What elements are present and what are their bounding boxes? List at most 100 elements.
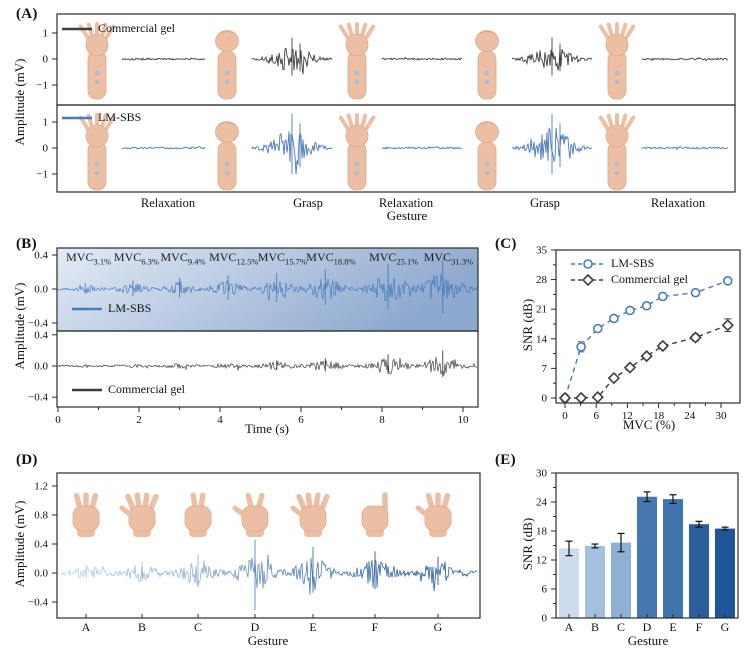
commercial-gel-data-point xyxy=(574,391,588,405)
panel-c-x-axis-title: MVC (%) xyxy=(622,417,676,432)
snr-bar-e xyxy=(663,499,683,618)
commercial-gel-dashed-diamond-swatch xyxy=(571,273,605,286)
lm-sbs-data-point xyxy=(592,323,603,334)
tick-label: A xyxy=(82,620,91,634)
tick-label: F xyxy=(372,620,379,634)
mvc-level-label-3: MVC12.5% xyxy=(209,250,259,267)
tick-label: A xyxy=(565,620,574,634)
panel-d-x-axis-title: Gesture xyxy=(247,633,289,648)
mvc-level-label-7: MVC31.3% xyxy=(423,250,474,267)
tick-label: E xyxy=(669,620,676,634)
snr-bar-b xyxy=(585,546,605,618)
commercial-gel-line-swatch xyxy=(62,27,92,30)
arm-fist-hand-photo-top-1 xyxy=(215,30,239,100)
tick-label: B xyxy=(138,620,146,634)
lm-sbs-line-swatch xyxy=(62,116,92,119)
tick-label: 0.4 xyxy=(34,250,48,262)
panel-a-legend-commercial-gel: Commercial gel xyxy=(62,21,175,36)
lm-sbs-data-point xyxy=(625,305,635,316)
commercial-gel-legend-text-b: Commercial gel xyxy=(108,382,185,396)
commercial-gel-data-point xyxy=(558,391,572,405)
tick-label: 18 xyxy=(653,410,665,422)
snr-bar-a xyxy=(559,548,579,618)
tick-label: 1.2 xyxy=(34,481,48,493)
tick-label: 24 xyxy=(536,497,548,509)
tick-label: 0.0 xyxy=(34,361,48,373)
arm-open-hand-photo-top-4 xyxy=(598,22,636,100)
mvc-level-label-1: MVC6.3% xyxy=(113,250,159,267)
tick-label: 8 xyxy=(379,414,385,426)
tick-label: 0 xyxy=(542,613,548,625)
lm-sbs-data-point xyxy=(657,291,668,302)
tick-label: 0.0 xyxy=(34,284,48,296)
commercial-gel-data-point xyxy=(656,339,669,353)
lm-sbs-data-point xyxy=(722,276,733,286)
panel-a-label: (A) xyxy=(16,6,38,22)
tick-label: 24 xyxy=(684,410,696,422)
arm-open-hand-photo-top-0 xyxy=(78,22,116,100)
commercial-gel-legend-text-c: Commercial gel xyxy=(611,272,688,286)
tick-label: 7 xyxy=(542,363,548,375)
tick-label: 0.8 xyxy=(34,510,48,522)
snr-bar-c xyxy=(611,542,631,618)
tick-label: C xyxy=(194,620,202,634)
tick-label: 18 xyxy=(536,526,548,538)
commercial-gel-data-point xyxy=(591,391,604,404)
gesture-sequence-label-4: Relaxation xyxy=(650,196,706,210)
panel-b-legend-lm-sbs: LM-SBS xyxy=(72,301,151,316)
gesture-b-hand-photo xyxy=(119,492,159,537)
snr-bar-d xyxy=(637,496,657,618)
panel-b-plot: 0.4 0.4 0.0 0.0 −0.4 −0.4 0 2 4 6 8 10 xyxy=(28,247,479,426)
tick-label: 6 xyxy=(542,584,548,596)
panel-c-label: (C) xyxy=(495,236,517,252)
panel-e-x-axis-title: Gesture xyxy=(627,633,669,648)
panel-a-legend-lm-sbs: LM-SBS xyxy=(62,110,141,125)
tick-label: 0 xyxy=(55,414,61,426)
gesture-sequence-label-2: Relaxation xyxy=(378,196,434,210)
tick-label: 21 xyxy=(536,304,547,316)
commercial-gel-data-point xyxy=(607,371,621,385)
lm-sbs-data-point xyxy=(609,313,619,324)
panel-a-x-axis-title: Gesture xyxy=(386,208,428,223)
tick-label: 0 xyxy=(43,143,49,155)
tick-label: −1 xyxy=(36,80,48,92)
tick-label: 14 xyxy=(536,333,548,345)
mvc-level-label-2: MVC9.4% xyxy=(160,250,206,267)
gesture-e-hand-photo xyxy=(290,492,330,537)
tick-label: 1 xyxy=(43,117,49,129)
commercial-gel-legend-text: Commercial gel xyxy=(98,21,175,35)
tick-label: 12 xyxy=(536,555,547,567)
tick-label: 1 xyxy=(43,28,49,40)
panel-c-plot: 0 6 12 18 24 30 0 7 14 21 28 35 xyxy=(536,244,741,422)
tick-label: 30 xyxy=(536,468,548,480)
gesture-a-hand-photo xyxy=(72,492,100,537)
lm-sbs-line-swatch-b xyxy=(72,307,102,310)
arm-open-hand-photo-bottom-0 xyxy=(78,113,116,191)
tick-label: 12 xyxy=(622,410,633,422)
gesture-c-hand-photo xyxy=(184,492,212,537)
tick-label: 0 xyxy=(542,393,548,405)
panel-c-legend-commercial-gel: Commercial gel xyxy=(571,272,688,287)
panel-e-y-axis-title: SNR (dB) xyxy=(520,517,535,571)
panel-b-label: (B) xyxy=(16,236,37,252)
gesture-sequence-label-3: Grasp xyxy=(530,196,560,210)
tick-label: F xyxy=(696,620,703,634)
commercial-gel-data-point xyxy=(721,319,734,332)
panel-a-plot: 1 0 −1 1 0 −1 xyxy=(36,13,736,193)
tick-label: 0.4 xyxy=(34,539,48,551)
tick-label: D xyxy=(643,620,652,634)
tick-label: −0.4 xyxy=(28,597,48,609)
tick-label: B xyxy=(591,620,599,634)
tick-label: C xyxy=(617,620,625,634)
tick-label: 2 xyxy=(136,414,142,426)
commercial-gel-data-point xyxy=(689,331,702,344)
lm-sbs-legend-text: LM-SBS xyxy=(98,110,142,124)
panel-b-legend-commercial-gel: Commercial gel xyxy=(72,382,185,397)
gesture-d-hand-photo xyxy=(232,492,269,537)
panel-c-y-axis-title: SNR (dB) xyxy=(520,298,535,352)
mvc-level-label-5: MVC18.8% xyxy=(306,250,356,267)
tick-label: 6 xyxy=(593,410,599,422)
mvc-level-label-0: MVC3.1% xyxy=(66,250,112,267)
